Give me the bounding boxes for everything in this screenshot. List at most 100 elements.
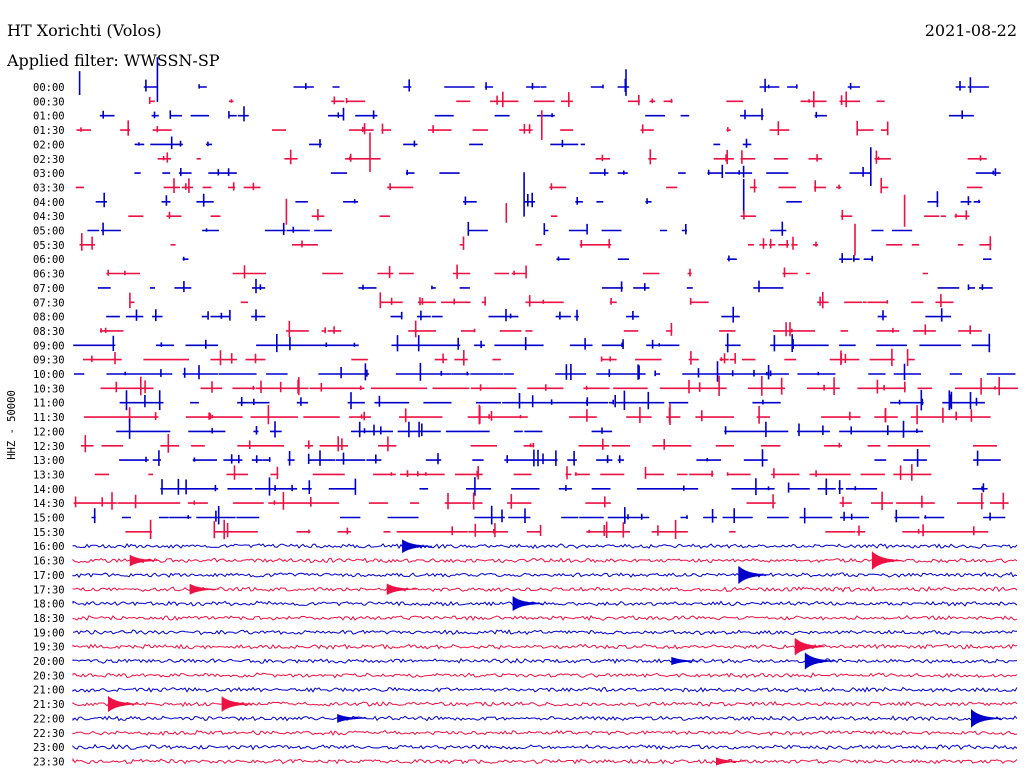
tick-label: 14:30 bbox=[33, 498, 65, 510]
trace-row bbox=[72, 729, 1018, 736]
tick-label: 13:30 bbox=[33, 469, 65, 481]
tick-label: 15:30 bbox=[33, 527, 65, 539]
trace-row bbox=[72, 696, 1018, 712]
tick-label: 09:00 bbox=[33, 340, 65, 352]
tick-label: 22:30 bbox=[33, 728, 65, 740]
trace-row bbox=[73, 361, 1016, 382]
date-label: 2021-08-22 bbox=[925, 21, 1017, 40]
trace-row bbox=[73, 333, 991, 353]
tick-label: 21:00 bbox=[33, 685, 65, 697]
tick-label: 12:30 bbox=[33, 441, 65, 453]
trace-row bbox=[76, 110, 889, 140]
filter-label: Applied filter: WWSSN-SP bbox=[6, 51, 220, 70]
seismic-traces bbox=[72, 57, 1018, 766]
trace-row bbox=[72, 757, 1018, 766]
trace-row bbox=[106, 306, 952, 323]
tick-label: 02:00 bbox=[33, 139, 65, 151]
tick-label: 08:00 bbox=[33, 312, 65, 324]
tick-label: 16:30 bbox=[33, 556, 65, 568]
tick-label: 19:00 bbox=[33, 627, 65, 639]
tick-label: 12:00 bbox=[33, 426, 65, 438]
trace-row bbox=[95, 172, 981, 217]
trace-row bbox=[72, 551, 1018, 570]
tick-label: 14:00 bbox=[33, 484, 65, 496]
tick-label: 19:30 bbox=[33, 642, 65, 654]
tick-label: 02:30 bbox=[33, 154, 65, 166]
trace-row bbox=[119, 389, 985, 411]
trace-row bbox=[72, 583, 1018, 595]
trace-row bbox=[72, 539, 1018, 553]
trace-row bbox=[75, 177, 983, 194]
trace-row bbox=[97, 278, 993, 294]
tick-label: 04:30 bbox=[33, 211, 65, 223]
tick-label: 11:00 bbox=[33, 398, 65, 410]
trace-row bbox=[73, 491, 1009, 511]
tick-label: 20:30 bbox=[33, 670, 65, 682]
tick-label: 06:00 bbox=[33, 254, 65, 266]
trace-row bbox=[72, 596, 1018, 611]
tick-label: 03:30 bbox=[33, 182, 65, 194]
tick-label: 18:30 bbox=[33, 613, 65, 625]
tick-label: 01:30 bbox=[33, 125, 65, 137]
tick-label: 16:00 bbox=[33, 541, 65, 553]
trace-row bbox=[72, 743, 1018, 751]
tick-label: 03:00 bbox=[33, 168, 65, 180]
trace-row bbox=[94, 464, 932, 481]
tick-label: 23:00 bbox=[33, 742, 65, 754]
trace-row bbox=[83, 348, 915, 367]
time-tick-labels: 00:00 00:30 01:00 01:30 02:00 02:30 03:00 03:30… bbox=[33, 82, 65, 768]
tick-label: 09:30 bbox=[33, 355, 65, 367]
trace-row bbox=[100, 375, 1018, 396]
tick-label: 07:30 bbox=[33, 297, 65, 309]
trace-row bbox=[87, 221, 913, 236]
trace-row bbox=[72, 629, 1017, 636]
tick-label: 17:00 bbox=[33, 570, 65, 582]
tick-label: 07:00 bbox=[33, 283, 65, 295]
trace-row bbox=[125, 519, 989, 540]
tick-label: 20:00 bbox=[33, 656, 65, 668]
tick-label: 18:00 bbox=[33, 599, 65, 611]
tick-label: 06:30 bbox=[33, 269, 65, 281]
trace-row bbox=[72, 672, 1018, 679]
trace-row bbox=[148, 91, 885, 108]
trace-row bbox=[72, 709, 1018, 728]
trace-row bbox=[119, 449, 1001, 467]
tick-label: 21:30 bbox=[33, 699, 65, 711]
trace-row bbox=[134, 147, 1001, 186]
trace-row bbox=[79, 223, 992, 256]
tick-label: 05:00 bbox=[33, 226, 65, 238]
trace-row bbox=[80, 434, 997, 453]
trace-row bbox=[72, 614, 1018, 622]
trace-row bbox=[134, 136, 752, 150]
tick-label: 13:00 bbox=[33, 455, 65, 467]
trace-row bbox=[100, 320, 982, 338]
trace-row bbox=[78, 57, 989, 102]
trace-row bbox=[116, 418, 923, 439]
trace-row bbox=[83, 403, 991, 425]
trace-row bbox=[129, 291, 954, 309]
tick-label: 08:30 bbox=[33, 326, 65, 338]
trace-row bbox=[72, 686, 1018, 693]
tick-label: 22:00 bbox=[33, 713, 65, 725]
y-axis-label: HHZ - 50000 bbox=[6, 390, 18, 460]
trace-row bbox=[182, 253, 992, 263]
tick-label: 01:00 bbox=[33, 111, 65, 123]
trace-row bbox=[128, 194, 970, 227]
trace-row bbox=[99, 106, 974, 122]
tick-label: 10:30 bbox=[33, 383, 65, 395]
trace-row bbox=[72, 638, 1018, 656]
trace-row bbox=[91, 505, 1006, 525]
tick-label: 04:00 bbox=[33, 197, 65, 209]
tick-label: 11:30 bbox=[33, 412, 65, 424]
station-title: HT Xorichti (Volos) bbox=[7, 21, 162, 40]
trace-row bbox=[106, 264, 928, 279]
trace-row bbox=[72, 566, 1018, 584]
trace-row bbox=[160, 477, 988, 496]
tick-label: 17:30 bbox=[33, 584, 65, 596]
tick-label: 00:30 bbox=[33, 96, 65, 108]
tick-label: 15:00 bbox=[33, 513, 65, 525]
trace-row bbox=[72, 652, 1017, 670]
tick-label: 05:30 bbox=[33, 240, 65, 252]
tick-label: 00:00 bbox=[33, 82, 65, 94]
